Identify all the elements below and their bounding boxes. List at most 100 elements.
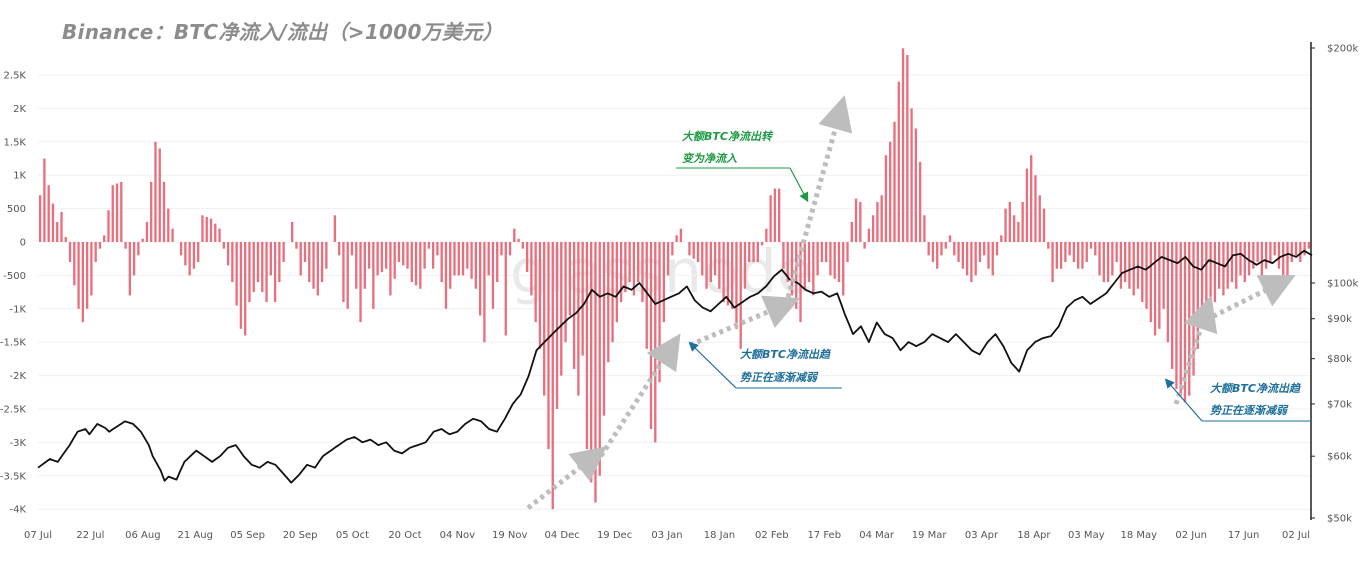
netflow-bar — [974, 242, 977, 276]
y-left-tick-label: 1K — [13, 171, 26, 182]
y-left-tick-label: 0 — [20, 238, 26, 249]
netflow-bar — [1141, 242, 1144, 303]
netflow-bar — [948, 235, 952, 242]
netflow-bar — [389, 242, 392, 296]
netflow-bars — [38, 48, 1311, 510]
netflow-bar — [1175, 242, 1178, 389]
netflow-bar — [914, 128, 918, 242]
x-tick-label: 20 Oct — [388, 530, 421, 541]
netflow-bar — [145, 221, 149, 242]
netflow-bar — [560, 242, 563, 376]
netflow-bar — [846, 242, 849, 263]
netflow-bar — [884, 155, 888, 242]
netflow-bar — [273, 242, 277, 303]
netflow-bar — [1200, 242, 1204, 329]
netflow-bar — [1098, 242, 1101, 276]
netflow-bar — [756, 242, 759, 263]
netflow-bar — [461, 242, 465, 276]
netflow-bar — [829, 242, 832, 276]
netflow-bar — [1209, 242, 1212, 303]
netflow-bar — [90, 242, 93, 296]
x-tick-label: 03 May — [1068, 530, 1105, 541]
netflow-bar — [453, 242, 456, 276]
netflow-bar — [799, 242, 802, 323]
netflow-bar — [278, 242, 281, 283]
netflow-bar — [534, 242, 537, 323]
netflow-bar — [333, 215, 337, 242]
annotation-blue2-pointer — [1164, 378, 1203, 422]
netflow-bar — [1136, 242, 1140, 289]
netflow-bar — [572, 242, 576, 369]
x-axis-ticks: 07 Jul 22 Jul 06 Aug 21 Aug 05 Sep 20 Sep 05 O… — [24, 530, 1310, 541]
netflow-bar — [1025, 168, 1029, 242]
netflow-bar — [1260, 242, 1264, 276]
netflow-bar — [1239, 242, 1242, 276]
x-tick-label: 03 Apr — [965, 530, 999, 541]
netflow-bar — [760, 242, 764, 246]
netflow-bar — [171, 228, 174, 242]
netflow-bar — [150, 181, 153, 242]
netflow-bar — [179, 242, 183, 256]
netflow-bar — [820, 242, 824, 263]
netflow-bar — [367, 242, 371, 269]
annotation-blue1-pointer — [688, 341, 737, 389]
netflow-bar — [419, 242, 422, 289]
netflow-bar — [393, 242, 396, 279]
netflow-bar — [226, 242, 230, 266]
y-left-tick-label: -3.5K — [0, 471, 26, 482]
netflow-bar — [350, 242, 354, 256]
netflow-bar — [816, 242, 819, 276]
netflow-bar — [1273, 242, 1276, 256]
netflow-bar — [94, 242, 97, 263]
netflow-bar — [158, 148, 161, 242]
netflow-bar — [786, 242, 789, 283]
netflow-bar — [1226, 242, 1229, 289]
netflow-bar — [598, 242, 601, 476]
netflow-bar — [628, 242, 631, 283]
y-left-tick-label: 2.5K — [4, 71, 27, 82]
right-axis-ticks: $200k $100k $90k $80k $70k $60k $50k — [1311, 44, 1358, 525]
netflow-bar — [162, 181, 166, 242]
x-tick-label: 04 Mar — [859, 530, 895, 541]
netflow-bar — [1034, 175, 1037, 242]
netflow-bar — [1213, 242, 1217, 303]
netflow-bar — [991, 242, 994, 276]
netflow-bar — [1059, 242, 1063, 269]
netflow-bar — [154, 141, 157, 242]
netflow-bar — [440, 242, 443, 283]
netflow-bar — [252, 242, 255, 293]
netflow-bar — [1247, 242, 1251, 276]
netflow-bar — [282, 242, 285, 263]
netflow-bar — [726, 242, 730, 306]
netflow-bar — [961, 242, 965, 269]
netflow-bar — [807, 242, 811, 283]
netflow-bar — [705, 242, 708, 289]
netflow-bar — [718, 242, 721, 289]
y-left-tick-label: 1.5K — [4, 137, 27, 148]
netflow-bar — [1264, 242, 1268, 269]
netflow-bar — [380, 242, 384, 273]
netflow-bar — [615, 242, 619, 323]
netflow-bar — [444, 242, 448, 309]
netflow-bar — [863, 242, 866, 249]
y-left-tick-label: -4K — [9, 505, 26, 516]
y-right-tick-label: $80k — [1327, 354, 1352, 365]
netflow-bar — [436, 242, 439, 256]
netflow-bar — [701, 242, 704, 276]
netflow-bar — [60, 211, 63, 242]
netflow-bar — [568, 242, 572, 316]
netflow-bar — [577, 242, 580, 396]
watermark: glassnode — [510, 237, 814, 307]
netflow-bar — [120, 181, 123, 242]
netflow-bar — [308, 242, 311, 283]
netflow-bar — [1205, 242, 1208, 309]
x-tick-label: 18 Jan — [704, 530, 735, 541]
netflow-bar — [543, 242, 546, 396]
netflow-bar — [1252, 242, 1255, 269]
netflow-bar — [965, 242, 969, 276]
netflow-bar — [842, 242, 845, 296]
netflow-bar — [1128, 242, 1131, 289]
netflow-bar — [303, 242, 307, 263]
netflow-bar — [931, 242, 935, 263]
